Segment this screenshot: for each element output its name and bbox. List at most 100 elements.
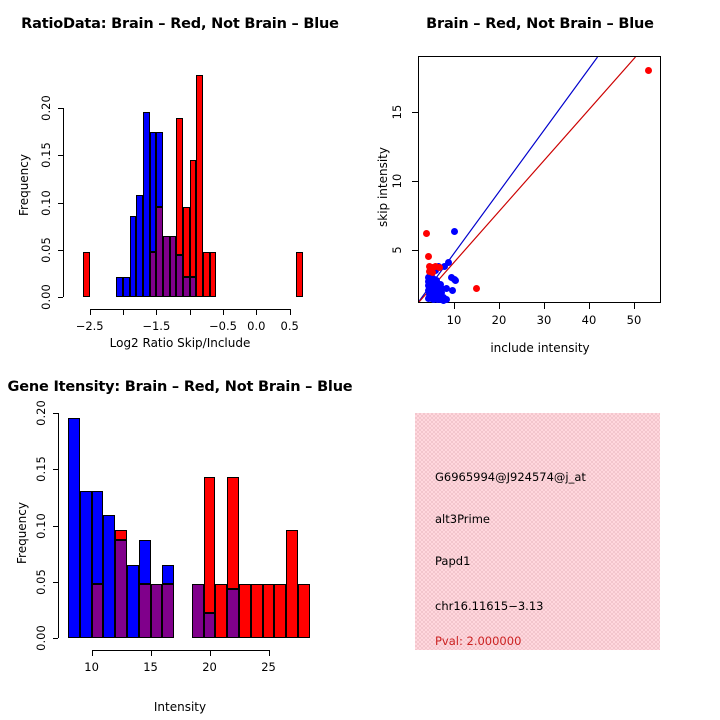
- x-tick-label: 10: [84, 660, 99, 674]
- gene-histogram-y-axis: [58, 413, 59, 638]
- gene-histogram-x-axis: [91, 650, 269, 651]
- histogram-bar: [203, 613, 216, 638]
- scatter-point: [473, 285, 481, 293]
- scatter-point: [431, 263, 439, 271]
- x-tick: [91, 650, 93, 656]
- histogram-bar: [239, 584, 251, 638]
- scatter-x-tick-label: 10: [446, 313, 462, 327]
- x-tick: [289, 309, 291, 315]
- scatter-point: [445, 258, 453, 266]
- histogram-bar: [162, 564, 175, 584]
- locus-text: chr16.11615−3.13: [435, 599, 544, 613]
- histogram-bar: [215, 584, 228, 638]
- x-tick: [89, 309, 91, 315]
- scatter-point: [450, 228, 458, 236]
- scatter-x-tick: [544, 303, 545, 309]
- x-tick-label: 25: [261, 660, 276, 674]
- histogram-bar: [138, 540, 151, 584]
- scatter-x-tick: [454, 303, 455, 309]
- histogram-bar: [274, 584, 287, 638]
- histogram-bar: [79, 490, 92, 638]
- scatter-y-tick: [412, 111, 418, 113]
- histogram-bar: [176, 255, 183, 297]
- y-tick: [53, 469, 58, 471]
- scatter-point: [440, 263, 448, 271]
- histogram-bar: [103, 515, 116, 638]
- y-tick: [58, 249, 63, 251]
- y-tick-label: 0.00: [39, 284, 53, 310]
- gene-histogram-x-label: Intensity: [153, 700, 207, 714]
- x-tick-label: 20: [202, 660, 217, 674]
- y-tick: [53, 638, 58, 639]
- scatter-y-label: skip intensity: [376, 147, 390, 227]
- splice-type-text: alt3Prime: [435, 512, 491, 526]
- histogram-bar: [191, 584, 204, 638]
- y-tick: [53, 413, 58, 414]
- y-tick: [58, 202, 63, 204]
- x-tick-label: −0.5: [209, 319, 237, 333]
- scatter-point: [429, 268, 437, 276]
- ratio-histogram-y-label: Frequency: [17, 154, 31, 216]
- histogram-bar: [83, 251, 90, 297]
- histogram-bar: [123, 277, 130, 297]
- histogram-bar: [227, 477, 240, 589]
- ratio-histogram-panel: RatioData: Brain – Red, Not Brain – Blue…: [0, 0, 360, 360]
- histogram-bar: [68, 417, 80, 638]
- histogram-bar: [116, 277, 123, 297]
- scatter-x-tick-label: 30: [536, 313, 552, 327]
- x-tick-label: 0.0: [247, 319, 266, 333]
- histogram-bar: [189, 277, 197, 297]
- scatter-x-tick-label: 40: [581, 313, 597, 327]
- histogram-bar: [262, 584, 275, 638]
- histogram-bar: [183, 207, 190, 278]
- scatter-point: [645, 67, 652, 75]
- y-tick: [58, 108, 63, 110]
- histogram-bar: [183, 277, 190, 297]
- scatter-y-tick: [412, 180, 418, 182]
- histogram-bar: [203, 477, 216, 614]
- histogram-bar: [286, 530, 298, 638]
- scatter-regression-lines: [419, 57, 636, 302]
- histogram-bar: [149, 131, 157, 252]
- gene-histogram-title: Gene Itensity: Brain – Red, Not Brain – …: [7, 379, 353, 395]
- y-tick-label: 0.20: [34, 400, 48, 426]
- histogram-bar: [169, 235, 177, 297]
- scatter-x-tick: [589, 303, 590, 309]
- x-tick: [150, 650, 152, 656]
- histogram-bar: [143, 111, 150, 297]
- x-tick: [268, 650, 270, 656]
- histogram-bar: [156, 131, 163, 208]
- histogram-bar: [149, 251, 157, 297]
- scatter-point: [443, 296, 451, 304]
- y-tick: [58, 155, 63, 157]
- x-tick: [209, 650, 211, 656]
- ratio-histogram-x-label: Log2 Ratio Skip/Include: [109, 336, 251, 350]
- probe-id-text: G6965994@J924574@j_at: [435, 470, 586, 484]
- scatter-x-tick-label: 50: [626, 313, 642, 327]
- y-tick-label: 0.00: [34, 625, 48, 651]
- scatter-point: [452, 276, 460, 284]
- scatter-x-label: include intensity: [490, 341, 590, 355]
- y-tick-label: 0.15: [39, 142, 53, 169]
- histogram-bar: [129, 215, 137, 297]
- histogram-bar: [209, 251, 217, 297]
- histogram-bar: [115, 540, 127, 638]
- scatter-point: [425, 267, 433, 275]
- histogram-bar: [91, 490, 104, 584]
- ratio-histogram-y-axis: [63, 108, 64, 297]
- histogram-bar: [203, 251, 210, 297]
- scatter-x-tick: [499, 303, 500, 309]
- scatter-point: [449, 286, 457, 294]
- y-tick-label: 0.10: [34, 512, 48, 539]
- histogram-bar: [176, 117, 183, 256]
- y-tick-label: 0.05: [39, 236, 53, 263]
- brain-fit-line: [419, 57, 636, 302]
- x-tick-label: −1.5: [142, 319, 171, 333]
- x-tick-label: 0.5: [280, 319, 299, 333]
- scatter-point: [439, 297, 447, 305]
- histogram-bar: [150, 584, 163, 638]
- scatter-point: [422, 229, 430, 237]
- histogram-bar: [298, 584, 310, 638]
- scatter-y-tick: [412, 250, 418, 252]
